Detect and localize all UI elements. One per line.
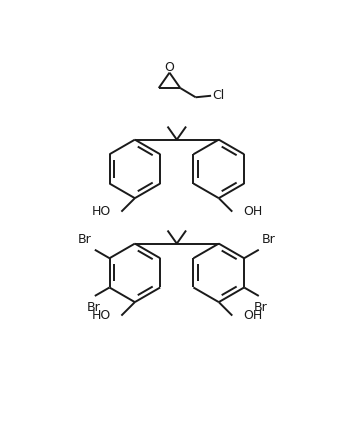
Text: Cl: Cl bbox=[213, 89, 225, 102]
Text: Br: Br bbox=[78, 233, 92, 246]
Text: Br: Br bbox=[254, 300, 267, 314]
Text: OH: OH bbox=[243, 205, 262, 218]
Text: OH: OH bbox=[243, 309, 262, 322]
Text: HO: HO bbox=[91, 309, 111, 322]
Text: O: O bbox=[165, 61, 175, 74]
Text: Br: Br bbox=[262, 233, 276, 246]
Text: Br: Br bbox=[86, 300, 100, 314]
Text: HO: HO bbox=[91, 205, 111, 218]
